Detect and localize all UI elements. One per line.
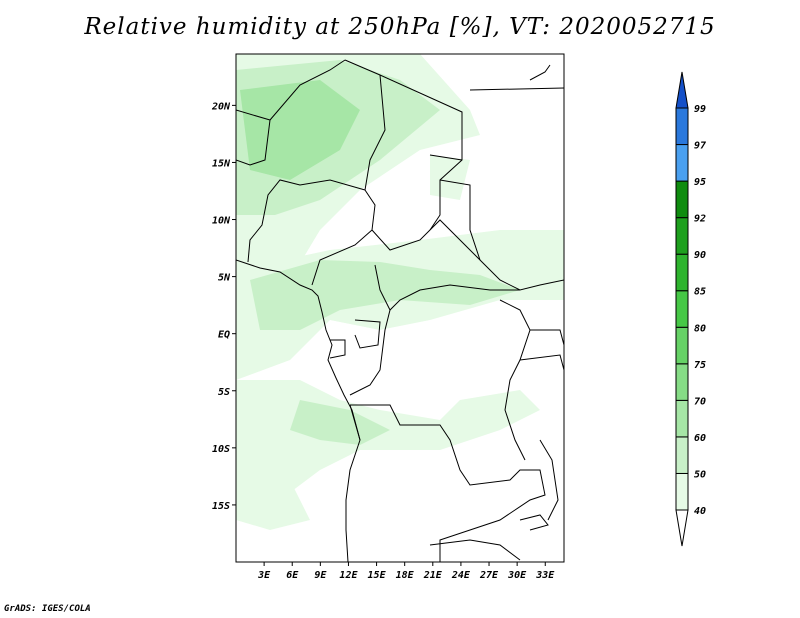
colorbar-segment xyxy=(675,436,689,474)
latitude-axis: 20N 15N 10N 5N EQ 5S 10S 15S xyxy=(211,101,236,512)
lat-label: 15S xyxy=(212,501,230,512)
lat-label: 20N xyxy=(211,101,231,112)
border-line xyxy=(247,179,366,263)
border-line xyxy=(349,404,361,441)
lon-label: 21E xyxy=(423,570,443,581)
lat-label: 15N xyxy=(212,158,231,169)
lat-label: 5N xyxy=(218,273,231,284)
border-line xyxy=(349,309,391,396)
colorbar-label: 80 xyxy=(694,323,706,334)
lat-label: 5S xyxy=(218,387,230,398)
colorbar-segment xyxy=(675,399,689,438)
lon-label: 12E xyxy=(339,570,358,581)
border-line xyxy=(519,354,564,371)
lat-label: EQ xyxy=(218,330,230,341)
colorbar-label: 97 xyxy=(694,141,706,152)
border-line xyxy=(439,179,481,261)
colorbar-label: 75 xyxy=(694,360,706,371)
border-line xyxy=(354,319,381,349)
colorbar-label: 85 xyxy=(694,287,706,298)
map-frame xyxy=(235,53,565,563)
border-line xyxy=(329,339,346,359)
colorbar-segment xyxy=(675,144,689,182)
border-line xyxy=(539,439,559,521)
longitude-axis: 3E 6E 9E 12E 15E 18E 21E 24E 27E 30E 33E xyxy=(257,562,555,581)
lon-label: 30E xyxy=(507,570,527,581)
border-line xyxy=(350,404,546,562)
colorbar-segment xyxy=(675,472,689,511)
humidity-shading xyxy=(236,54,564,530)
humidity-region xyxy=(236,460,310,530)
colorbar-segment xyxy=(675,107,689,146)
border-line xyxy=(374,264,520,311)
lon-label: 33E xyxy=(535,570,555,581)
colorbar: 40 50 60 70 75 80 85 90 92 95 97 99 xyxy=(675,71,706,547)
lon-label: 9E xyxy=(314,570,327,581)
lon-label: 3E xyxy=(257,570,271,581)
colorbar-top-arrow xyxy=(675,71,689,109)
border-line xyxy=(530,329,564,346)
colorbar-label: 40 xyxy=(694,506,706,517)
lat-label: 10N xyxy=(212,216,231,227)
colorbar-segment xyxy=(675,217,689,255)
colorbar-segment xyxy=(675,290,689,328)
colorbar-label: 92 xyxy=(694,214,706,225)
border-line xyxy=(269,59,346,121)
colorbar-bottom-arrow xyxy=(675,509,689,547)
border-line xyxy=(364,74,386,231)
border-line xyxy=(236,109,271,166)
colorbar-label: 95 xyxy=(694,177,706,188)
border-line xyxy=(429,539,521,561)
border-line xyxy=(429,154,463,161)
lon-label: 6E xyxy=(286,570,299,581)
border-line xyxy=(529,64,551,81)
colorbar-segment xyxy=(675,326,689,365)
lon-label: 27E xyxy=(479,570,499,581)
country-borders xyxy=(236,59,564,562)
colorbar-label: 99 xyxy=(694,104,706,115)
lat-label: 10S xyxy=(212,444,230,455)
colorbar-label: 50 xyxy=(694,469,706,480)
colorbar-label: 60 xyxy=(694,433,706,444)
humidity-region xyxy=(240,80,360,180)
border-line xyxy=(469,87,564,91)
colorbar-segment xyxy=(675,253,689,292)
colorbar-segment xyxy=(675,363,689,401)
footer-credit: GrADS: IGES/COLA xyxy=(4,604,91,614)
border-line xyxy=(236,259,361,562)
humidity-region xyxy=(250,260,520,330)
border-line xyxy=(499,299,531,461)
lon-label: 24E xyxy=(451,570,471,581)
chart-title: Relative humidity at 250hPa [%], VT: 202… xyxy=(84,14,716,40)
humidity-region xyxy=(430,155,470,200)
colorbar-segment xyxy=(675,180,689,219)
lon-label: 18E xyxy=(396,570,415,581)
colorbar-label: 70 xyxy=(694,396,706,407)
border-line xyxy=(519,514,549,531)
border-line xyxy=(311,229,373,286)
lon-label: 15E xyxy=(368,570,387,581)
colorbar-label: 90 xyxy=(694,250,706,261)
humidity-region xyxy=(290,400,390,445)
border-line xyxy=(371,219,564,291)
